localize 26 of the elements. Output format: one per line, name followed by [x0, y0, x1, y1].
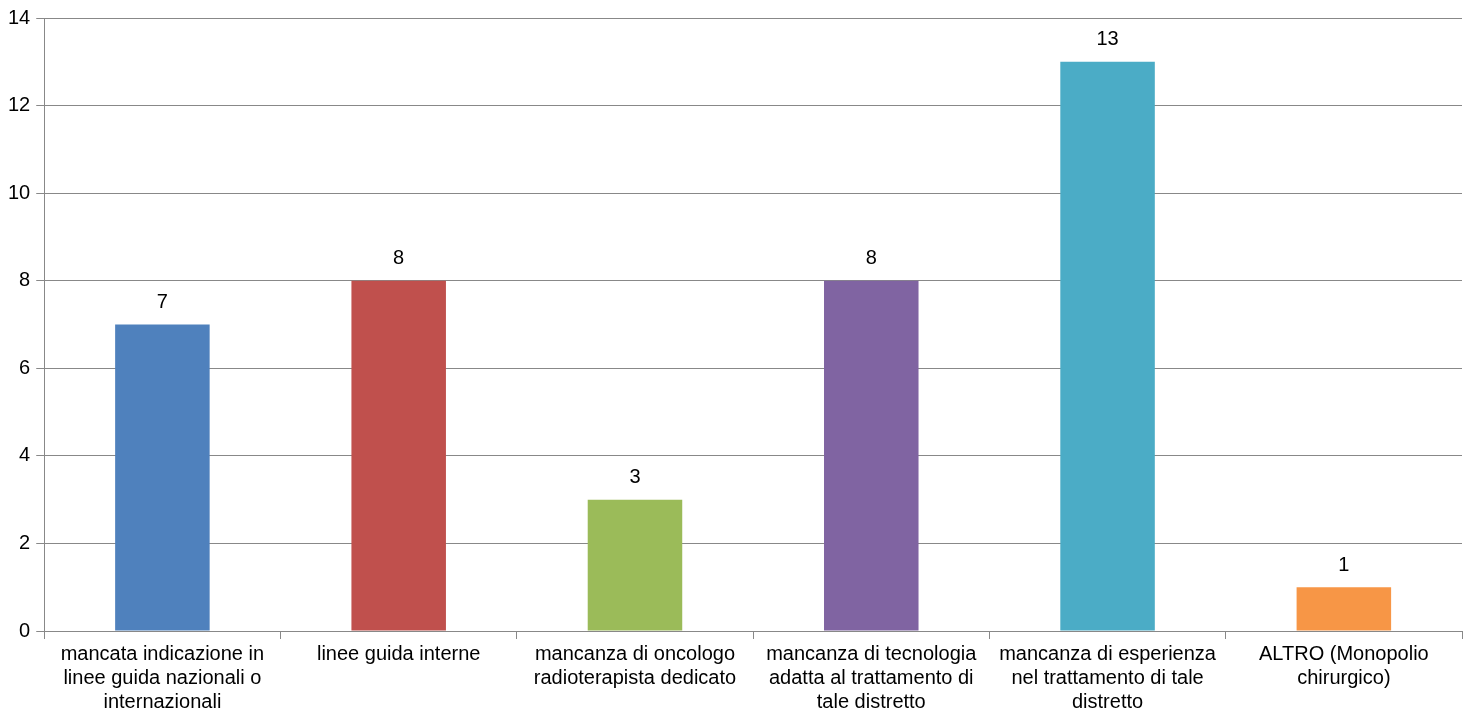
bar: [115, 324, 210, 631]
bar: [351, 280, 446, 631]
data-label: 13: [1096, 27, 1119, 50]
y-tick-label: 14: [8, 5, 31, 28]
bar: [1296, 587, 1392, 631]
y-tick-label: 4: [19, 443, 31, 466]
bar: [1060, 61, 1155, 631]
data-label: 8: [393, 246, 405, 269]
y-tick-label: 0: [19, 618, 31, 641]
x-tick-label: linee guida interne: [316, 641, 481, 664]
x-tick-label: mancanza di esperienza nel trattamento di tale distretto: [999, 641, 1217, 712]
bar: [587, 499, 683, 631]
data-label: 8: [865, 246, 877, 269]
y-tick-label: 2: [19, 530, 31, 553]
data-label: 3: [629, 465, 641, 488]
y-tick-label: 12: [8, 93, 31, 116]
x-tick-label: ALTRO (Monopolio chirurgico): [1259, 641, 1429, 688]
y-tick-label: 8: [19, 268, 31, 291]
x-tick-label: mancanza di oncologo radioterapista dedicato: [533, 641, 737, 688]
data-label: 1: [1338, 552, 1350, 575]
x-tick-label: mancata indicazione in linee guida nazionali o internazionali: [60, 641, 265, 712]
y-tick-label: 10: [8, 180, 31, 203]
y-tick-label: 6: [19, 355, 31, 378]
bar: [824, 280, 919, 631]
x-tick-label: mancanza di tecnologia adatta al trattamento di tale distretto: [766, 641, 978, 712]
data-label: 7: [156, 290, 168, 313]
